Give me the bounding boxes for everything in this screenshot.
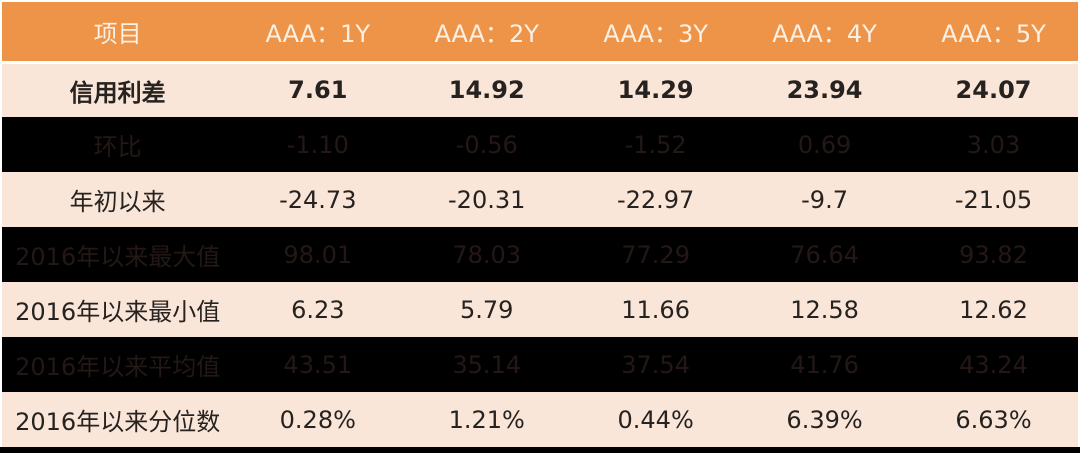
table-row: 2016年以来最大值 98.01 78.03 77.29 76.64 93.82 <box>2 227 1078 282</box>
table-cell: 12.62 <box>959 295 1028 324</box>
table-cell: -9.7 <box>801 185 848 214</box>
table-cell: 1.21% <box>448 405 525 434</box>
table-cell: -1.10 <box>286 130 349 159</box>
table-row: 2016年以来分位数 0.28% 1.21% 0.44% 6.39% 6.63% <box>2 392 1078 447</box>
table-cell: 76.64 <box>790 240 859 269</box>
table-cell: 6.39% <box>786 405 863 434</box>
table-body: 信用利差 7.61 14.92 14.29 23.94 24.07 环比 -1.10 -0.56… <box>2 62 1078 447</box>
table-cell: 6.23 <box>291 295 345 324</box>
table-cell: 35.14 <box>452 350 522 379</box>
table-cell: 12.58 <box>790 295 859 324</box>
table-cell: -0.56 <box>455 130 518 159</box>
row-label: 环比 <box>93 133 142 161</box>
table-cell: 37.54 <box>621 350 690 379</box>
row-label: 2016年以来最小值 <box>15 298 221 326</box>
table-cell: 41.76 <box>790 350 859 379</box>
row-label: 2016年以来平均值 <box>15 353 221 381</box>
row-label: 2016年以来分位数 <box>15 408 221 436</box>
table-cell: -1.52 <box>624 130 687 159</box>
table-cell: 6.63% <box>955 405 1032 434</box>
table-cell: -20.31 <box>448 185 526 214</box>
row-label: 年初以来 <box>69 188 166 216</box>
column-header-aaa-2y: AAA：2Y <box>402 2 572 64</box>
table-cell: -24.73 <box>279 185 357 214</box>
table-cell: 7.61 <box>288 76 348 105</box>
column-header-aaa-3y: AAA：3Y <box>571 2 741 64</box>
table-cell: 11.66 <box>621 295 690 324</box>
table-cell: 43.24 <box>959 350 1028 379</box>
column-header-aaa-5y: AAA：5Y <box>909 2 1078 64</box>
table-row: 环比 -1.10 -0.56 -1.52 0.69 3.03 <box>2 117 1078 172</box>
bottom-black-bar <box>0 447 1080 453</box>
table-cell: 5.79 <box>459 295 514 324</box>
table-row: 信用利差 7.61 14.92 14.29 23.94 24.07 <box>2 62 1078 117</box>
table-cell: 24.07 <box>955 76 1032 105</box>
credit-spread-table: 项目 AAA：1Y AAA：2Y AAA：3Y AAA：4Y AAA：5Y 信用… <box>2 2 1078 447</box>
table-cell: 0.69 <box>797 130 852 159</box>
table-cell: -22.97 <box>616 185 695 214</box>
row-label: 信用利差 <box>69 78 166 107</box>
table-cell: 0.28% <box>279 405 356 434</box>
table-cell: 93.82 <box>959 240 1028 269</box>
table-cell: 43.51 <box>283 350 353 379</box>
table-cell: -21.05 <box>954 185 1033 214</box>
table-header-row: 项目 AAA：1Y AAA：2Y AAA：3Y AAA：4Y AAA：5Y <box>2 2 1078 64</box>
table-cell: 78.03 <box>452 240 522 269</box>
column-header-aaa-4y: AAA：4Y <box>740 2 910 64</box>
table-row: 年初以来 -24.73 -20.31 -22.97 -9.7 -21.05 <box>2 172 1078 227</box>
table-row: 2016年以来平均值 43.51 35.14 37.54 41.76 43.24 <box>2 337 1078 392</box>
credit-spread-table-container: 项目 AAA：1Y AAA：2Y AAA：3Y AAA：4Y AAA：5Y 信用… <box>0 0 1080 447</box>
table-cell: 14.92 <box>448 76 525 105</box>
table-cell: 98.01 <box>283 240 353 269</box>
column-header-item: 项目 <box>2 2 234 64</box>
table-cell: 23.94 <box>786 76 863 105</box>
table-cell: 0.44% <box>617 405 694 434</box>
row-label: 2016年以来最大值 <box>15 243 221 271</box>
column-header-aaa-1y: AAA：1Y <box>233 2 403 64</box>
table-cell: 3.03 <box>966 130 1021 159</box>
table-row: 2016年以来最小值 6.23 5.79 11.66 12.58 12.62 <box>2 282 1078 337</box>
table-cell: 14.29 <box>617 76 694 105</box>
table-cell: 77.29 <box>621 240 690 269</box>
